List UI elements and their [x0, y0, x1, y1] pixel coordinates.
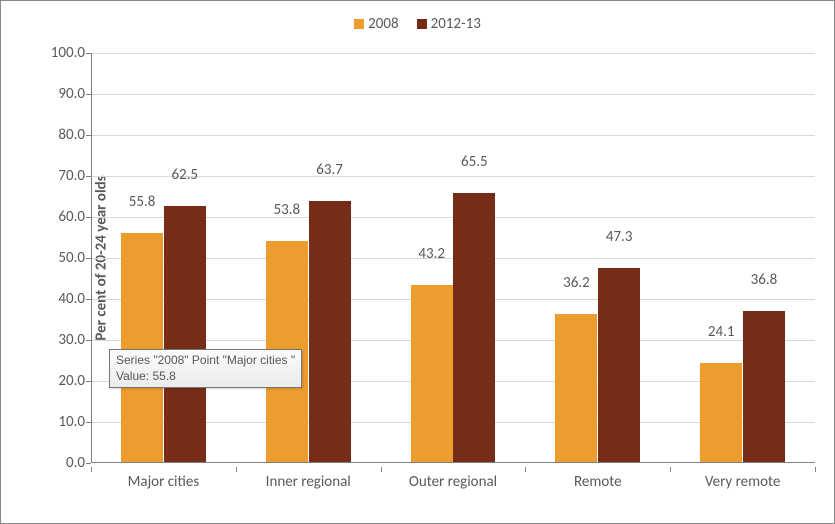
plot-area: 55.8 62.5 53.8 63.7 43.2 65.5 36.2 47.3 24.1 36.8…	[91, 53, 815, 463]
y-tick-mark	[86, 94, 91, 95]
bar-value-label: 62.5	[171, 166, 198, 186]
x-tick-mark	[815, 467, 816, 472]
y-tick-mark	[86, 463, 91, 464]
y-tick-mark	[86, 258, 91, 259]
y-tick-mark	[86, 53, 91, 54]
y-tick-label: 80.0	[58, 126, 85, 144]
bar[interactable]	[453, 193, 495, 462]
y-tick-mark	[86, 176, 91, 177]
bar-value-label: 47.3	[606, 228, 633, 248]
tooltip-line2: Value: 55.8	[116, 369, 295, 385]
bar[interactable]	[309, 201, 351, 462]
bar-value-label: 24.1	[708, 323, 735, 343]
y-tick-mark	[86, 135, 91, 136]
y-tick-mark	[86, 422, 91, 423]
x-category-label: Major cities	[128, 473, 200, 491]
tooltip: Series "2008" Point "Major cities " Valu…	[109, 349, 302, 388]
bar-value-label: 65.5	[461, 153, 488, 173]
bars-layer: 55.8 62.5 53.8 63.7 43.2 65.5 36.2 47.3 24.1 36.8	[91, 53, 815, 462]
x-category-label: Outer regional	[409, 473, 497, 491]
bar-value-label: 53.8	[274, 201, 301, 221]
legend: 2008 2012-13	[1, 15, 834, 33]
legend-label: 2012-13	[431, 15, 481, 33]
bar-value-label: 55.8	[129, 193, 156, 213]
bar-value-label: 63.7	[316, 161, 343, 181]
bar[interactable]	[555, 314, 597, 462]
bar-value-label: 36.2	[563, 274, 590, 294]
x-tick-mark	[91, 467, 92, 472]
y-tick-label: 60.0	[58, 208, 85, 226]
bar[interactable]	[598, 268, 640, 462]
bar-value-label: 36.8	[751, 271, 778, 291]
y-tick-mark	[86, 381, 91, 382]
x-category-label: Inner regional	[266, 473, 351, 491]
chart-container: 20082012-13 Per cent of 20-24 year olds …	[0, 0, 835, 524]
bar[interactable]	[411, 285, 453, 462]
y-tick-label: 10.0	[58, 413, 85, 431]
legend-item: 2012-13	[417, 15, 481, 33]
y-tick-mark	[86, 299, 91, 300]
bar[interactable]	[743, 311, 785, 462]
y-tick-label: 0.0	[66, 454, 85, 472]
y-tick-label: 50.0	[58, 249, 85, 267]
y-tick-mark	[86, 340, 91, 341]
x-category-label: Very remote	[705, 473, 780, 491]
legend-swatch	[417, 19, 427, 29]
tooltip-line1: Series "2008" Point "Major cities "	[116, 353, 295, 369]
y-tick-mark	[86, 217, 91, 218]
y-tick-label: 40.0	[58, 290, 85, 308]
x-category-label: Remote	[574, 473, 622, 491]
legend-label: 2008	[368, 15, 398, 33]
legend-swatch	[354, 19, 364, 29]
bar[interactable]	[700, 363, 742, 462]
y-tick-label: 90.0	[58, 85, 85, 103]
y-tick-label: 70.0	[58, 167, 85, 185]
x-tick-mark	[525, 467, 526, 472]
bar[interactable]	[164, 206, 206, 462]
y-tick-label: 30.0	[58, 331, 85, 349]
y-tick-label: 100.0	[51, 44, 85, 62]
legend-item: 2008	[354, 15, 398, 33]
x-tick-mark	[381, 467, 382, 472]
y-tick-label: 20.0	[58, 372, 85, 390]
x-tick-mark	[670, 467, 671, 472]
x-axis-labels: Major cities Inner regional Outer regional…	[91, 467, 815, 507]
x-tick-mark	[236, 467, 237, 472]
bar[interactable]	[121, 233, 163, 462]
bar-value-label: 43.2	[418, 245, 445, 265]
